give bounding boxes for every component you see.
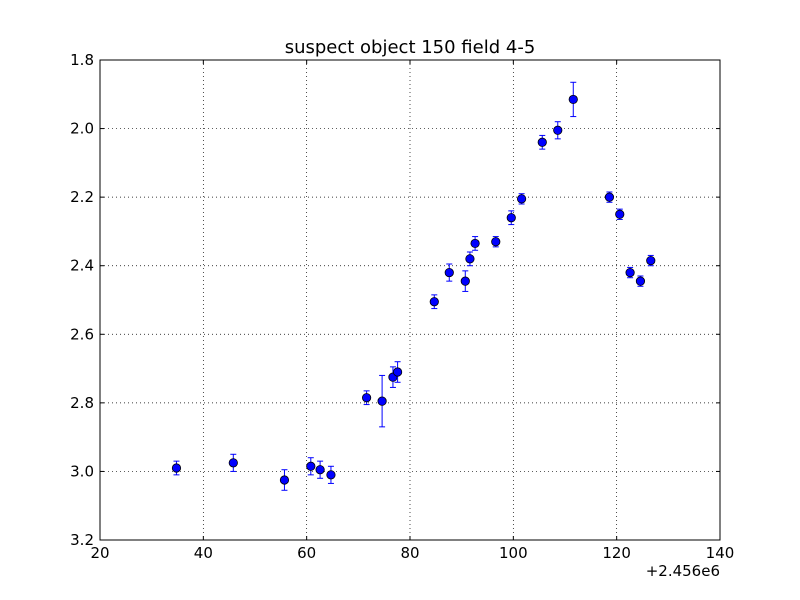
point-marker bbox=[604, 192, 615, 202]
data-point bbox=[444, 263, 454, 282]
point-marker bbox=[465, 254, 475, 264]
x-tick-label: 100 bbox=[499, 544, 528, 562]
x-tick-label: 40 bbox=[194, 544, 213, 562]
data-point bbox=[429, 294, 439, 310]
data-point bbox=[491, 236, 501, 248]
data-point bbox=[604, 191, 615, 203]
x-tick-label: 60 bbox=[297, 544, 316, 562]
data-point bbox=[228, 453, 238, 472]
data-point bbox=[465, 251, 475, 267]
point-marker bbox=[171, 463, 182, 473]
data-point bbox=[537, 134, 547, 150]
y-tick-label: 2.4 bbox=[70, 257, 94, 275]
point-marker bbox=[306, 461, 316, 471]
data-point bbox=[326, 465, 336, 484]
data-points bbox=[171, 81, 656, 491]
point-marker bbox=[326, 470, 336, 480]
x-tick-label: 120 bbox=[602, 544, 631, 562]
data-point bbox=[377, 374, 387, 428]
data-point bbox=[361, 390, 372, 406]
data-point bbox=[516, 193, 527, 205]
y-tick-label: 3.0 bbox=[70, 462, 94, 480]
point-marker bbox=[460, 276, 470, 286]
point-marker bbox=[506, 213, 516, 223]
y-tick-label: 2.2 bbox=[70, 188, 94, 206]
point-marker bbox=[429, 297, 439, 307]
point-marker bbox=[635, 276, 646, 286]
x-tick-label: 80 bbox=[400, 544, 419, 562]
y-tick-label: 2.6 bbox=[70, 325, 94, 343]
point-marker bbox=[444, 267, 454, 278]
point-marker bbox=[470, 238, 480, 249]
data-point bbox=[470, 236, 480, 251]
data-point bbox=[615, 208, 625, 220]
data-point bbox=[553, 121, 563, 140]
chart-title: suspect object 150 field 4-5 bbox=[285, 37, 536, 58]
y-tick-label: 1.8 bbox=[70, 51, 94, 69]
data-point bbox=[635, 275, 646, 287]
data-point bbox=[306, 457, 316, 476]
point-marker bbox=[361, 393, 372, 403]
x-tick-labels: 20 40 60 80 100 120 140 bbox=[90, 544, 734, 562]
point-marker bbox=[315, 465, 325, 475]
point-marker bbox=[279, 475, 290, 485]
point-marker bbox=[392, 367, 403, 377]
point-marker bbox=[491, 237, 501, 247]
data-point bbox=[315, 460, 325, 479]
y-tick-label: 3.2 bbox=[70, 531, 94, 549]
data-point bbox=[279, 469, 290, 491]
point-marker bbox=[537, 137, 547, 147]
point-marker bbox=[228, 458, 238, 468]
grid bbox=[100, 60, 720, 540]
point-marker bbox=[553, 125, 563, 135]
y-tick-label: 2.8 bbox=[70, 394, 94, 412]
y-tick-labels: 1.8 2.0 2.2 2.4 2.6 2.8 3.0 3.2 bbox=[70, 51, 94, 549]
data-point bbox=[625, 266, 635, 279]
plot-frame bbox=[99, 59, 721, 541]
x-tick-label: 140 bbox=[706, 544, 735, 562]
x-tick-label: 20 bbox=[90, 544, 109, 562]
x-offset-label: +2.456e6 bbox=[646, 562, 720, 580]
point-marker bbox=[568, 94, 578, 105]
data-point bbox=[506, 210, 516, 226]
data-point bbox=[171, 460, 182, 476]
point-marker bbox=[516, 194, 527, 204]
data-point bbox=[568, 81, 578, 118]
point-marker bbox=[625, 267, 635, 278]
data-point bbox=[460, 270, 470, 292]
point-marker bbox=[615, 209, 625, 219]
point-marker bbox=[646, 255, 656, 266]
y-tick-label: 2.0 bbox=[70, 120, 94, 138]
data-point bbox=[646, 254, 656, 267]
data-point bbox=[392, 361, 403, 383]
point-marker bbox=[377, 396, 387, 406]
